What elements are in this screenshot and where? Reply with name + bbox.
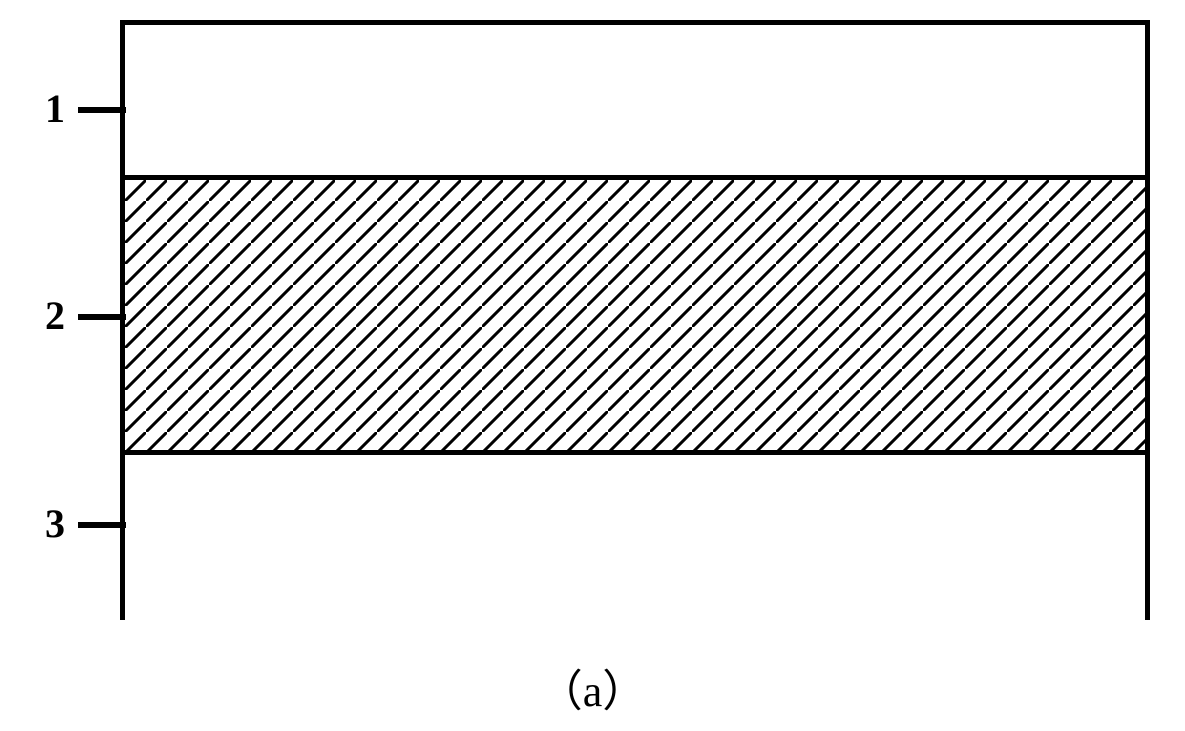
label-3: 3 <box>45 500 65 547</box>
layer-3 <box>125 455 1145 625</box>
label-1: 1 <box>45 85 65 132</box>
layered-diagram <box>120 20 1150 620</box>
outer-rectangle <box>120 20 1150 620</box>
figure-caption: （a） <box>0 655 1185 719</box>
layer-1 <box>125 25 1145 175</box>
label-2: 2 <box>45 292 65 339</box>
tick-3 <box>78 522 126 528</box>
tick-2 <box>78 314 126 320</box>
hatch-pattern-svg <box>125 180 1145 450</box>
tick-1 <box>78 107 126 113</box>
layer-2-hatched <box>125 175 1145 455</box>
